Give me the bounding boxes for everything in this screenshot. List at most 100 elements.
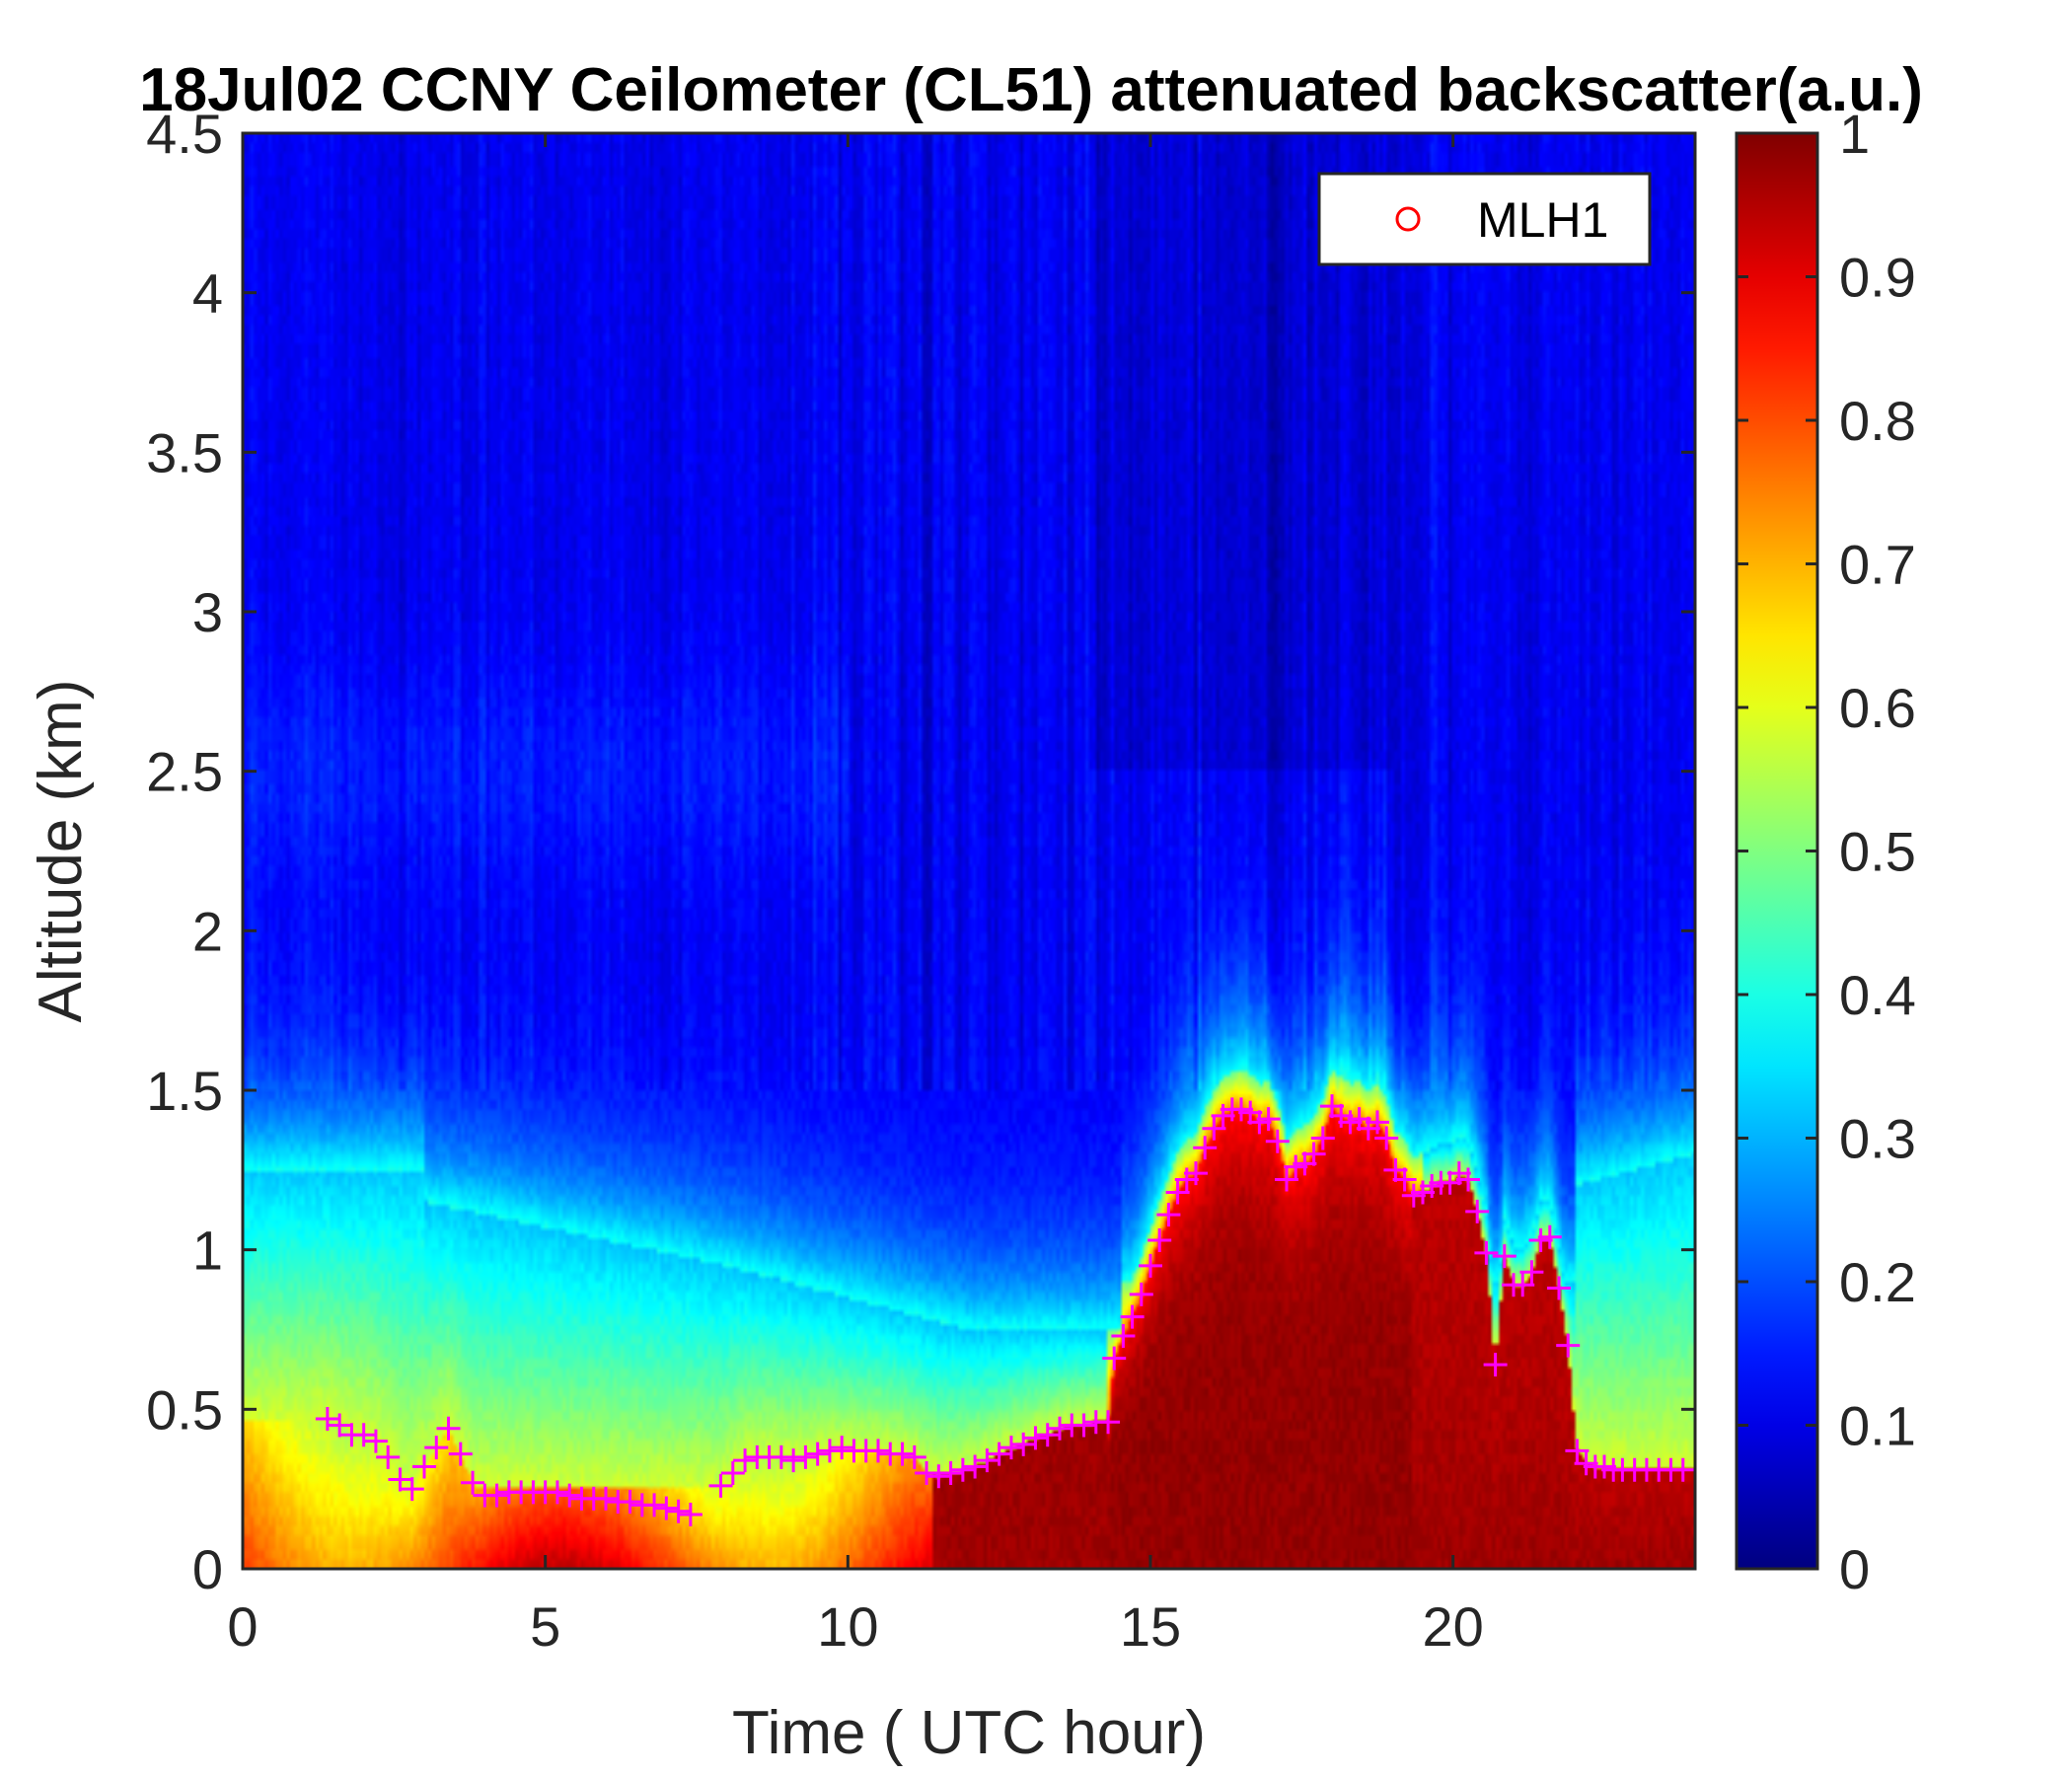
mlh-point (1265, 1129, 1290, 1153)
y-tick-label: 4.5 (146, 103, 223, 165)
mlh-point (1193, 1136, 1218, 1160)
colorbar-tick-label: 0.4 (1839, 964, 1916, 1026)
colorbar-tick-label: 0.1 (1839, 1395, 1916, 1457)
x-tick-label: 10 (817, 1595, 878, 1658)
mlh-point (678, 1503, 703, 1527)
mlh-point (642, 1493, 667, 1517)
mlh-point (733, 1448, 758, 1473)
mlh-point (999, 1436, 1023, 1460)
y-tick-label: 2 (192, 900, 223, 962)
mlh-point (708, 1473, 733, 1498)
mlh-point (1165, 1180, 1190, 1205)
x-axis-label: Time ( UTC hour) (732, 1699, 1206, 1767)
x-tick-label: 5 (530, 1595, 560, 1658)
mlh-point (1035, 1423, 1060, 1447)
mlh-point (1102, 1346, 1127, 1370)
mlh-point (666, 1499, 691, 1523)
colorbar-tick-label: 0.5 (1839, 821, 1916, 883)
y-axis: 0 0.5 1 1.5 2 2.5 3 3.5 4 4.5 (146, 103, 1695, 1600)
y-tick-label: 0 (192, 1538, 223, 1600)
colorbar-gradient (1735, 131, 1819, 1571)
mlh-point (328, 1413, 352, 1438)
mlh-point (902, 1444, 926, 1469)
mlh-point (1301, 1142, 1326, 1166)
mlh-point (1011, 1432, 1036, 1456)
mlh-point (315, 1407, 339, 1432)
mlh-point (363, 1429, 388, 1453)
mlh-point (448, 1442, 473, 1466)
mlh-point (720, 1461, 745, 1485)
mlh-point (1556, 1333, 1581, 1358)
mlh-point (1456, 1167, 1480, 1192)
mlh-point (1275, 1167, 1298, 1192)
mlh-point (1392, 1167, 1417, 1192)
mlh-point (1537, 1224, 1562, 1249)
mlh-point (376, 1444, 401, 1469)
mlh-point (1310, 1126, 1335, 1150)
mlh-point (1465, 1199, 1490, 1223)
mlh-point (830, 1436, 854, 1460)
legend-label: MLH1 (1477, 192, 1608, 248)
mlh-point (1023, 1426, 1048, 1450)
mlh-point (1139, 1253, 1162, 1278)
mlh-point (987, 1442, 1011, 1466)
colorbar-tick-label: 0.2 (1839, 1251, 1916, 1313)
colorbar-tick-label: 1 (1839, 103, 1870, 165)
mlh-marker-layer (315, 1094, 1695, 1527)
mlh-point (557, 1483, 582, 1508)
mlh-point (1111, 1323, 1136, 1348)
mlh-point (388, 1467, 412, 1492)
mlh-point (1184, 1161, 1208, 1186)
colorbar-tick-label: 0.8 (1839, 390, 1916, 452)
colorbar-tick-label: 0.3 (1839, 1108, 1916, 1170)
colorbar-tick-label: 0.7 (1839, 534, 1916, 596)
x-axis: 0 5 10 15 20 (227, 133, 1484, 1658)
mlh-point (1129, 1282, 1153, 1306)
mlh-point (1147, 1227, 1172, 1252)
mlh-point (545, 1480, 569, 1505)
mlh-point (1474, 1240, 1499, 1265)
x-tick-label: 0 (227, 1595, 258, 1658)
mlh-point (1048, 1416, 1072, 1441)
mlh-point (1256, 1107, 1281, 1132)
mlh-point (1366, 1110, 1389, 1135)
y-tick-label: 2.5 (146, 741, 223, 803)
mlh-point (1565, 1439, 1590, 1463)
mlh-point (618, 1490, 642, 1515)
y-tick-label: 1.5 (146, 1060, 223, 1122)
mlh-point (484, 1483, 509, 1508)
y-tick-label: 0.5 (146, 1378, 223, 1441)
mlh-point (1156, 1203, 1181, 1227)
mlh-point (1120, 1304, 1145, 1329)
plot-frame (241, 131, 1697, 1571)
mlh-point (950, 1457, 975, 1482)
mlh-point (412, 1454, 436, 1479)
colorbar-ticks: 0 0.1 0.2 0.3 0.4 0.5 0.6 0.7 0.8 0.9 1 (1737, 103, 1916, 1600)
mlh-point (351, 1423, 376, 1447)
mlh-point (890, 1442, 915, 1466)
mlh-point (1547, 1276, 1571, 1300)
legend-box (1317, 172, 1652, 266)
mlh-point (1492, 1244, 1517, 1269)
mlh-point (1670, 1457, 1695, 1482)
mlh-point (866, 1439, 890, 1463)
mlh-point (793, 1444, 818, 1469)
mlh-point (436, 1416, 461, 1441)
mlh-point (400, 1477, 424, 1502)
mlh-point (424, 1436, 449, 1460)
mlh-point (1202, 1116, 1226, 1141)
mlh-point (975, 1448, 999, 1473)
mlh-point (1519, 1260, 1544, 1285)
mlh-point (926, 1464, 951, 1489)
legend: MLH1 (1317, 172, 1652, 266)
mlh-point (938, 1461, 963, 1485)
mlh-point (769, 1444, 793, 1469)
colorbar-tick-label: 0.6 (1839, 677, 1916, 739)
colorbar-tick-label: 0 (1839, 1538, 1870, 1600)
y-axis-label: Altitude (km) (27, 680, 95, 1023)
mlh-point (461, 1470, 485, 1495)
mlh-point (1096, 1410, 1121, 1435)
mlh-point (805, 1442, 830, 1466)
legend-marker-circle-icon (1395, 206, 1421, 232)
